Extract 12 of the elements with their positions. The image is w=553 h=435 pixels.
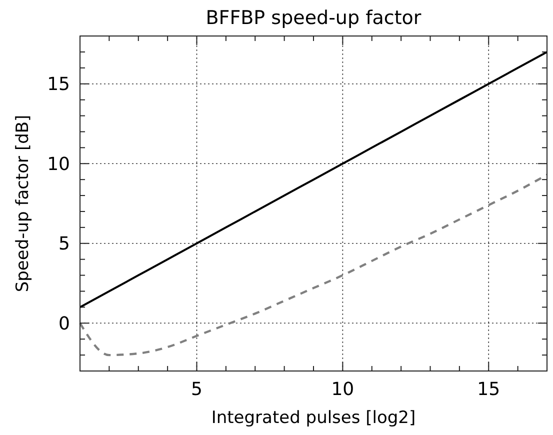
y-axis-title: Speed-up factor [dB] bbox=[13, 114, 33, 292]
line-series bbox=[79, 50, 548, 308]
line-series bbox=[78, 174, 548, 356]
y-tick-label: 0 bbox=[58, 313, 70, 334]
x-tick-label: 10 bbox=[331, 379, 354, 400]
y-tick-label: 5 bbox=[58, 234, 70, 255]
x-tick-label: 15 bbox=[477, 379, 500, 400]
x-tick-label: 5 bbox=[191, 379, 202, 400]
chart-title: BFFBP speed-up factor bbox=[206, 7, 422, 29]
y-tick-label: 10 bbox=[47, 154, 70, 175]
x-axis-title: Integrated pulses [log2] bbox=[211, 408, 416, 428]
y-tick-label: 15 bbox=[47, 74, 70, 96]
